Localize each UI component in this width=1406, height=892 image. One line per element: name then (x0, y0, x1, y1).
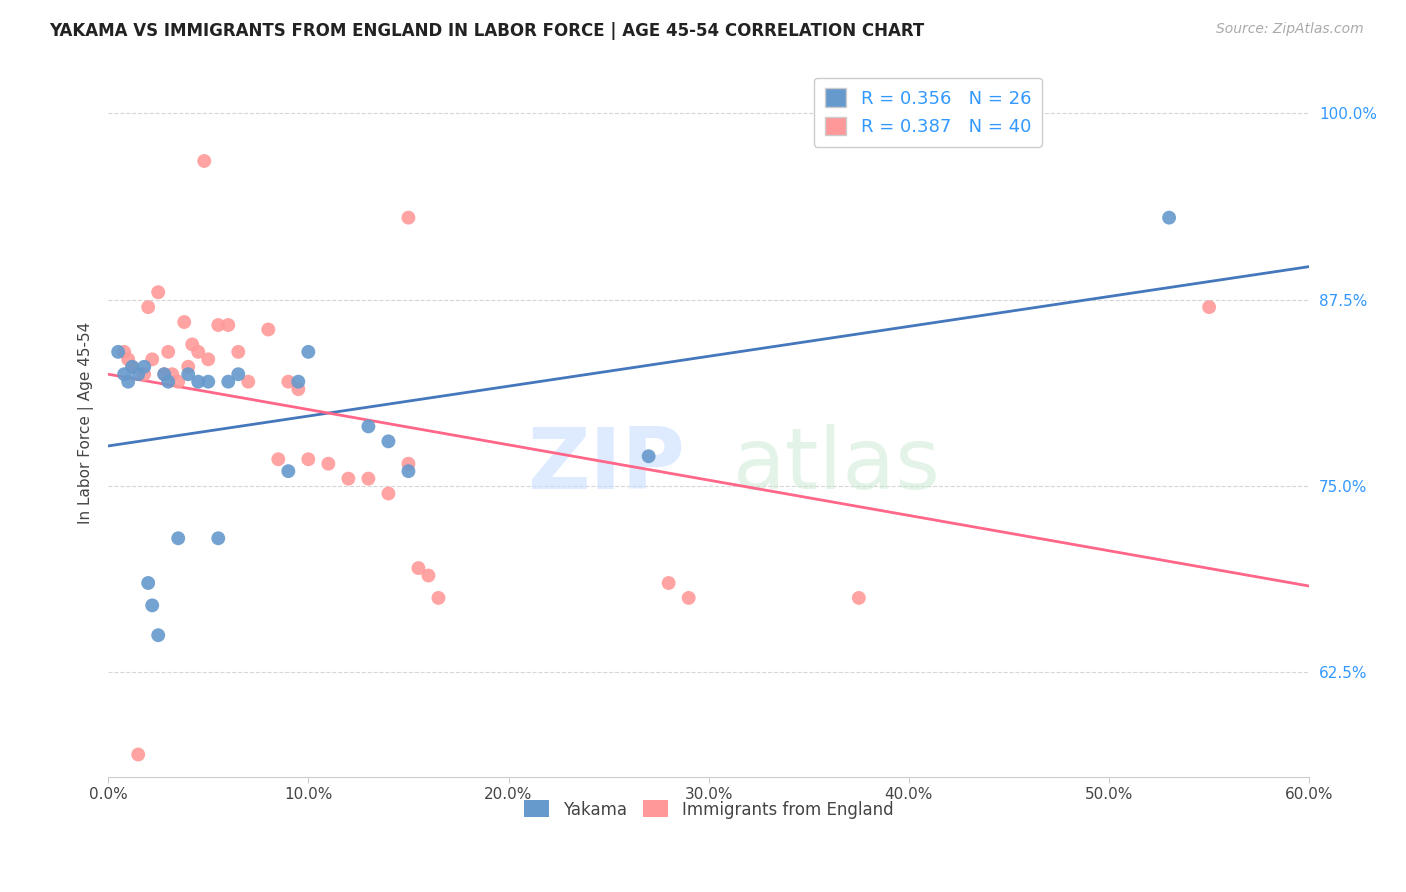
Point (396, 464, 419, 478)
Point (396, 211, 419, 225)
Point (848, 591, 870, 605)
Point (207, 531, 229, 545)
Point (157, 344, 180, 359)
Point (112, 344, 135, 359)
Point (136, 576, 159, 591)
Point (136, 300, 159, 314)
Point (181, 337, 204, 351)
Point (117, 375, 139, 389)
Point (226, 368, 249, 382)
Point (377, 486, 399, 500)
Point (153, 368, 176, 382)
Point (197, 375, 219, 389)
Point (337, 472, 360, 486)
Point (1159, 211, 1181, 225)
Point (160, 368, 183, 382)
Text: YAKAMA VS IMMIGRANTS FROM ENGLAND IN LABOR FORCE | AGE 45-54 CORRELATION CHART: YAKAMA VS IMMIGRANTS FROM ENGLAND IN LAB… (49, 22, 925, 40)
Point (277, 375, 299, 389)
Point (167, 375, 190, 389)
Point (277, 464, 299, 478)
Y-axis label: In Labor Force | Age 45-54: In Labor Force | Age 45-54 (79, 322, 94, 524)
Point (238, 375, 260, 389)
Point (177, 368, 200, 382)
Point (177, 359, 200, 374)
Point (637, 449, 659, 463)
Point (141, 352, 163, 367)
Point (187, 344, 209, 359)
Point (217, 375, 239, 389)
Point (396, 457, 419, 471)
Point (297, 452, 319, 467)
Point (267, 452, 290, 467)
Point (217, 318, 239, 332)
Point (134, 359, 156, 374)
Point (153, 368, 176, 382)
Text: atlas: atlas (733, 424, 941, 507)
Point (658, 576, 681, 591)
Point (173, 315, 195, 329)
Point (167, 531, 190, 545)
Point (287, 375, 309, 389)
Point (418, 568, 440, 582)
Point (148, 285, 170, 300)
Point (678, 591, 700, 605)
Point (121, 359, 143, 374)
Point (157, 375, 180, 389)
Point (357, 472, 380, 486)
Point (427, 591, 450, 605)
Point (408, 561, 430, 575)
Point (121, 359, 143, 374)
Point (257, 322, 280, 336)
Point (148, 628, 170, 642)
Point (1198, 300, 1220, 314)
Point (197, 352, 219, 367)
Point (193, 153, 215, 168)
Point (107, 344, 129, 359)
Point (117, 352, 139, 367)
Point (287, 382, 309, 396)
Point (134, 368, 156, 382)
Point (318, 457, 340, 471)
Point (377, 434, 399, 449)
Point (112, 368, 135, 382)
Point (357, 419, 380, 434)
Point (127, 747, 149, 762)
Point (297, 344, 319, 359)
Point (187, 375, 209, 389)
Legend: Yakama, Immigrants from England: Yakama, Immigrants from England (517, 794, 900, 825)
Point (207, 318, 229, 332)
Point (226, 344, 249, 359)
Text: ZIP: ZIP (527, 424, 685, 507)
Point (127, 368, 149, 382)
Text: Source: ZipAtlas.com: Source: ZipAtlas.com (1216, 22, 1364, 37)
Point (141, 599, 163, 613)
